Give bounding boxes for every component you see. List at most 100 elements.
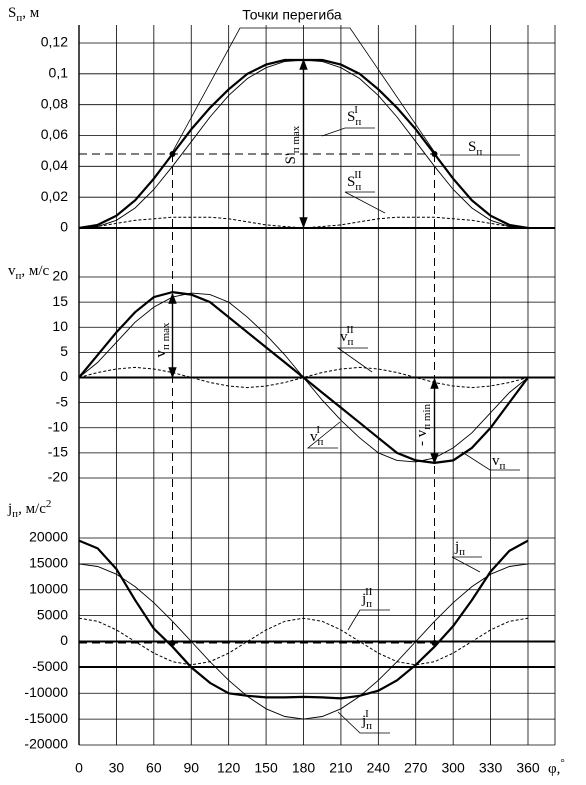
series-label-sub: п (366, 720, 372, 732)
y-tick-label: -20000 (24, 736, 68, 752)
y-axis-label-text: S (8, 5, 16, 21)
x-tick-label: 120 (217, 760, 241, 776)
y-axis-label-rest: , м (22, 5, 40, 21)
x-tick-label: 300 (441, 760, 465, 776)
series-label: vпII (340, 324, 354, 348)
series-label-sup: II (346, 324, 354, 336)
y-tick-label: -15 (48, 444, 68, 460)
y-tick-label: 5000 (37, 606, 68, 622)
arrow-label-text: v (153, 350, 169, 358)
x-tick-label: 210 (329, 760, 353, 776)
series-label: SпII (347, 169, 362, 193)
y-axis-label: jп, м/с2 (7, 498, 51, 520)
series-label-name: j (454, 539, 459, 555)
y-axis-label-sub: п (12, 508, 18, 520)
arrow-label-sub: п max (290, 125, 302, 153)
series-label: jп (454, 539, 465, 557)
series-line (78, 617, 529, 666)
y-tick-label: 15 (52, 293, 68, 309)
annotation-leader (172, 27, 435, 153)
series-line (78, 216, 529, 229)
label-leader (336, 347, 373, 373)
y-tick-label: 0 (60, 368, 68, 384)
series-label-name: j (361, 591, 366, 607)
label-leader (451, 556, 482, 573)
series-label-sub: п (355, 181, 361, 193)
y-tick-label: 10000 (29, 580, 68, 596)
x-tick-label: 240 (367, 760, 391, 776)
series-label-name: v (310, 429, 318, 445)
y-tick-label: 20 (52, 268, 68, 284)
arrow-label: - vп min (414, 404, 432, 446)
y-tick-label: -20 (48, 469, 68, 485)
y-tick-label: -10 (48, 418, 68, 434)
label-leader (306, 421, 341, 449)
y-axis-label-sub: п (16, 270, 22, 282)
y-tick-label: 0 (60, 219, 68, 235)
series-label-name: S (468, 139, 476, 155)
series-label-sub: п (348, 336, 354, 348)
y-tick-label: 15000 (29, 555, 68, 571)
y-axis-label-text: v (8, 263, 16, 279)
y-tick-label: 0,1 (49, 65, 69, 81)
y-axis-label: vп, м/с (8, 263, 50, 281)
label-leader (344, 191, 386, 214)
y-tick-label: 20000 (29, 529, 68, 545)
plot-layer: 0 30 60 90 120 150 180 210 240 270 300 330 36000,020… (7, 5, 565, 777)
y-axis-label-rest: , м/с (18, 501, 46, 517)
y-axis-label-sup: 2 (46, 498, 52, 510)
x-axis-label-sup: ° (560, 757, 564, 769)
series-label-sub: п (459, 546, 465, 558)
series-label-sup: II (365, 586, 373, 598)
series-label-sub: п (366, 598, 372, 610)
series-label-sup: II (354, 169, 362, 181)
y-tick-label: -5 (56, 393, 69, 409)
x-tick-label: 360 (516, 760, 540, 776)
y-tick-label: 0,02 (41, 188, 68, 204)
y-tick-label: 0,08 (41, 95, 68, 111)
x-tick-label: 60 (146, 760, 162, 776)
series-label: vпI (310, 424, 324, 448)
series-label: SпI (347, 104, 361, 128)
series-label-sup: I (354, 104, 358, 116)
arrow-label: vп max (153, 322, 171, 358)
x-axis-label: φ,° (548, 757, 565, 778)
label-leader (337, 711, 390, 734)
series-line (78, 292, 529, 463)
x-axis-label-text: φ, (548, 761, 560, 777)
series-line (78, 366, 529, 389)
arrow-label-sub: п max (160, 322, 172, 350)
y-tick-label: 0,06 (41, 126, 68, 142)
y-axis-label: Sп, м (8, 5, 40, 23)
y-tick-label: 0,04 (41, 157, 68, 173)
y-tick-label: 5 (60, 343, 68, 359)
x-tick-label: 180 (292, 760, 316, 776)
y-tick-label: 0 (60, 632, 68, 648)
arrow-label-text: - v (414, 429, 430, 446)
series-label-sup: I (316, 424, 320, 436)
series-label-name: S (347, 174, 355, 190)
series-line (78, 59, 529, 229)
label-leader (347, 609, 390, 631)
y-axis-label-rest: , м/с (21, 263, 49, 279)
series-label-name: v (340, 329, 348, 345)
y-tick-label: 10 (52, 318, 68, 334)
series-label-name: j (361, 713, 366, 729)
series-label-name: v (492, 453, 500, 469)
y-tick-label: -5000 (32, 658, 68, 674)
arrow-label-sub: п min (421, 404, 433, 430)
series-label: vп (492, 453, 506, 471)
series-label-sub: п (318, 436, 324, 448)
x-tick-label: 330 (479, 760, 503, 776)
y-axis-label-sub: п (16, 12, 22, 24)
x-tick-label: 150 (254, 760, 278, 776)
arrow-label-text: S' (283, 153, 299, 164)
x-tick-label: 0 (75, 760, 83, 776)
series-label-sup: I (365, 708, 369, 720)
series-label: jпI (361, 708, 372, 732)
label-leader (321, 127, 375, 137)
annotation: Точки перегиба (242, 7, 342, 23)
x-tick-label: 270 (404, 760, 428, 776)
